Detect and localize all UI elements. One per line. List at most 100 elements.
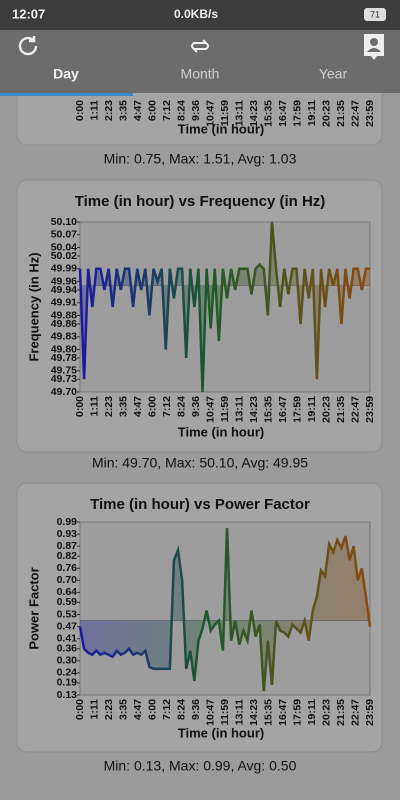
tab-day[interactable]: Day bbox=[53, 66, 79, 82]
x-tick-label: 8:24 bbox=[175, 699, 187, 720]
x-tick-label: 20:23 bbox=[320, 396, 332, 423]
x-tick-label: 4:47 bbox=[132, 699, 144, 720]
x-axis-label: Time (in hour) bbox=[178, 121, 264, 136]
y-tick-label: 49.73 bbox=[51, 373, 77, 385]
y-tick-label: 0.24 bbox=[57, 667, 78, 679]
x-tick-label: 6:00 bbox=[146, 396, 158, 417]
y-tick-label: 49.78 bbox=[51, 352, 77, 364]
x-tick-label: 23:59 bbox=[364, 100, 376, 127]
y-tick-label: 0.36 bbox=[57, 643, 78, 655]
battery bbox=[364, 8, 386, 21]
y-tick-label: 49.96 bbox=[51, 275, 77, 287]
y-tick-label: 0.93 bbox=[57, 528, 78, 540]
x-tick-label: 20:23 bbox=[320, 699, 332, 726]
x-tick-label: 8:24 bbox=[175, 100, 187, 121]
summary: Min: 0.75, Max: 1.51, Avg: 1.03 bbox=[104, 151, 297, 167]
y-tick-label: 0.82 bbox=[57, 550, 78, 562]
y-tick-label: 49.99 bbox=[51, 263, 77, 275]
y-tick-label: 49.83 bbox=[51, 331, 77, 343]
x-tick-label: 19:11 bbox=[306, 396, 318, 422]
x-tick-label: 3:35 bbox=[117, 100, 129, 121]
x-tick-label: 0:00 bbox=[74, 699, 86, 720]
profile-body bbox=[367, 48, 381, 52]
net-speed: 0.0KB/s bbox=[174, 7, 218, 21]
x-tick-label: 6:00 bbox=[146, 100, 158, 121]
profile-icon[interactable] bbox=[364, 34, 384, 60]
x-tick-label: 22:47 bbox=[349, 396, 361, 423]
x-tick-label: 14:23 bbox=[248, 396, 260, 423]
repeat-icon[interactable] bbox=[191, 39, 209, 53]
y-tick-label: 50.04 bbox=[51, 241, 77, 253]
x-tick-label: 19:11 bbox=[306, 699, 318, 725]
x-tick-label: 2:23 bbox=[103, 699, 115, 720]
x-tick-label: 17:59 bbox=[291, 699, 303, 726]
x-tick-label: 15:35 bbox=[262, 100, 274, 127]
x-tick-label: 21:35 bbox=[335, 100, 347, 127]
x-tick-label: 1:11 bbox=[88, 100, 100, 121]
y-tick-label: 49.80 bbox=[51, 343, 77, 355]
y-tick-label: 0.41 bbox=[57, 632, 78, 644]
x-tick-label: 15:35 bbox=[262, 699, 274, 726]
x-tick-label: 14:23 bbox=[248, 100, 260, 127]
x-tick-label: 1:11 bbox=[88, 396, 100, 417]
y-tick-label: 0.47 bbox=[57, 620, 78, 632]
x-tick-label: 1:11 bbox=[88, 699, 100, 720]
x-axis-label: Time (in hour) bbox=[178, 725, 264, 740]
x-tick-label: 16:47 bbox=[277, 699, 289, 726]
y-tick-label: 0.87 bbox=[57, 540, 78, 552]
x-axis-label: Time (in hour) bbox=[178, 424, 264, 439]
x-tick-label: 17:59 bbox=[291, 100, 303, 127]
y-tick-label: 0.76 bbox=[57, 562, 78, 574]
x-tick-label: 8:24 bbox=[175, 396, 187, 417]
series-line bbox=[78, 527, 372, 692]
y-tick-label: 49.88 bbox=[51, 309, 77, 321]
refresh-icon[interactable] bbox=[18, 36, 38, 56]
summary: Min: 49.70, Max: 50.10, Avg: 49.95 bbox=[92, 455, 308, 471]
y-tick-label: 49.86 bbox=[51, 318, 77, 330]
x-tick-label: 17:59 bbox=[291, 396, 303, 423]
x-tick-label: 19:11 bbox=[306, 100, 318, 126]
y-tick-label: 50.02 bbox=[51, 250, 77, 262]
x-tick-label: 4:47 bbox=[132, 100, 144, 121]
x-tick-label: 2:23 bbox=[103, 396, 115, 417]
summary: Min: 0.13, Max: 0.99, Avg: 0.50 bbox=[104, 758, 297, 774]
x-tick-label: 2:23 bbox=[103, 100, 115, 121]
x-tick-label: 0:00 bbox=[74, 396, 86, 417]
y-tick-label: 49.75 bbox=[51, 365, 77, 377]
status-bar bbox=[0, 0, 400, 30]
toolbar bbox=[0, 30, 400, 93]
tab-month[interactable]: Month bbox=[181, 66, 220, 82]
x-tick-label: 16:47 bbox=[277, 396, 289, 423]
x-tick-label: 10:47 bbox=[204, 100, 216, 127]
battery-level: 71 bbox=[370, 9, 380, 19]
x-tick-label: 20:23 bbox=[320, 100, 332, 127]
x-tick-label: 23:59 bbox=[364, 396, 376, 423]
x-tick-label: 13:11 bbox=[233, 100, 245, 126]
profile-head bbox=[370, 38, 378, 46]
y-tick-label: 0.59 bbox=[57, 596, 78, 608]
chart: Time (in hour) vs Power Factor Power Fact… bbox=[26, 496, 375, 726]
chart-title: Time (in hour) vs Power Factor bbox=[90, 496, 310, 513]
tab-year[interactable]: Year bbox=[319, 66, 348, 82]
y-axis-label: Frequency (in Hz) bbox=[26, 252, 41, 361]
chart: Time (in hour) vs Frequency (in Hz) Frequ… bbox=[26, 193, 375, 423]
x-tick-label: 10:47 bbox=[204, 396, 216, 423]
y-tick-label: 50.10 bbox=[51, 216, 77, 228]
x-tick-label: 9:36 bbox=[190, 100, 202, 121]
x-tick-label: 16:47 bbox=[277, 100, 289, 127]
y-tick-label: 49.94 bbox=[51, 284, 77, 296]
x-tick-label: 9:36 bbox=[190, 699, 202, 720]
x-tick-label: 21:35 bbox=[335, 699, 347, 726]
x-tick-label: 3:35 bbox=[117, 699, 129, 720]
y-tick-label: 0.99 bbox=[57, 516, 78, 528]
x-tick-label: 22:47 bbox=[349, 100, 361, 127]
tab-indicator bbox=[0, 93, 133, 96]
y-tick-label: 0.53 bbox=[57, 608, 78, 620]
y-tick-label: 0.30 bbox=[57, 655, 78, 667]
x-tick-label: 7:12 bbox=[161, 699, 173, 720]
y-tick-label: 0.19 bbox=[57, 677, 78, 689]
chart-title: Time (in hour) vs Frequency (in Hz) bbox=[75, 193, 326, 210]
x-tick-label: 22:47 bbox=[349, 699, 361, 726]
